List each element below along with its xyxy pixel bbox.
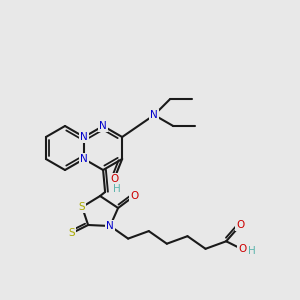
Text: O: O [238, 244, 246, 254]
Text: O: O [110, 174, 118, 184]
Text: N: N [106, 221, 114, 231]
Text: N: N [99, 121, 107, 131]
Text: S: S [79, 202, 86, 212]
Text: N: N [80, 132, 88, 142]
Text: N: N [150, 110, 158, 120]
Text: H: H [113, 184, 121, 194]
Text: O: O [130, 191, 138, 201]
Text: O: O [236, 220, 244, 230]
Text: H: H [248, 246, 256, 256]
Text: N: N [80, 154, 88, 164]
Text: S: S [69, 228, 75, 238]
